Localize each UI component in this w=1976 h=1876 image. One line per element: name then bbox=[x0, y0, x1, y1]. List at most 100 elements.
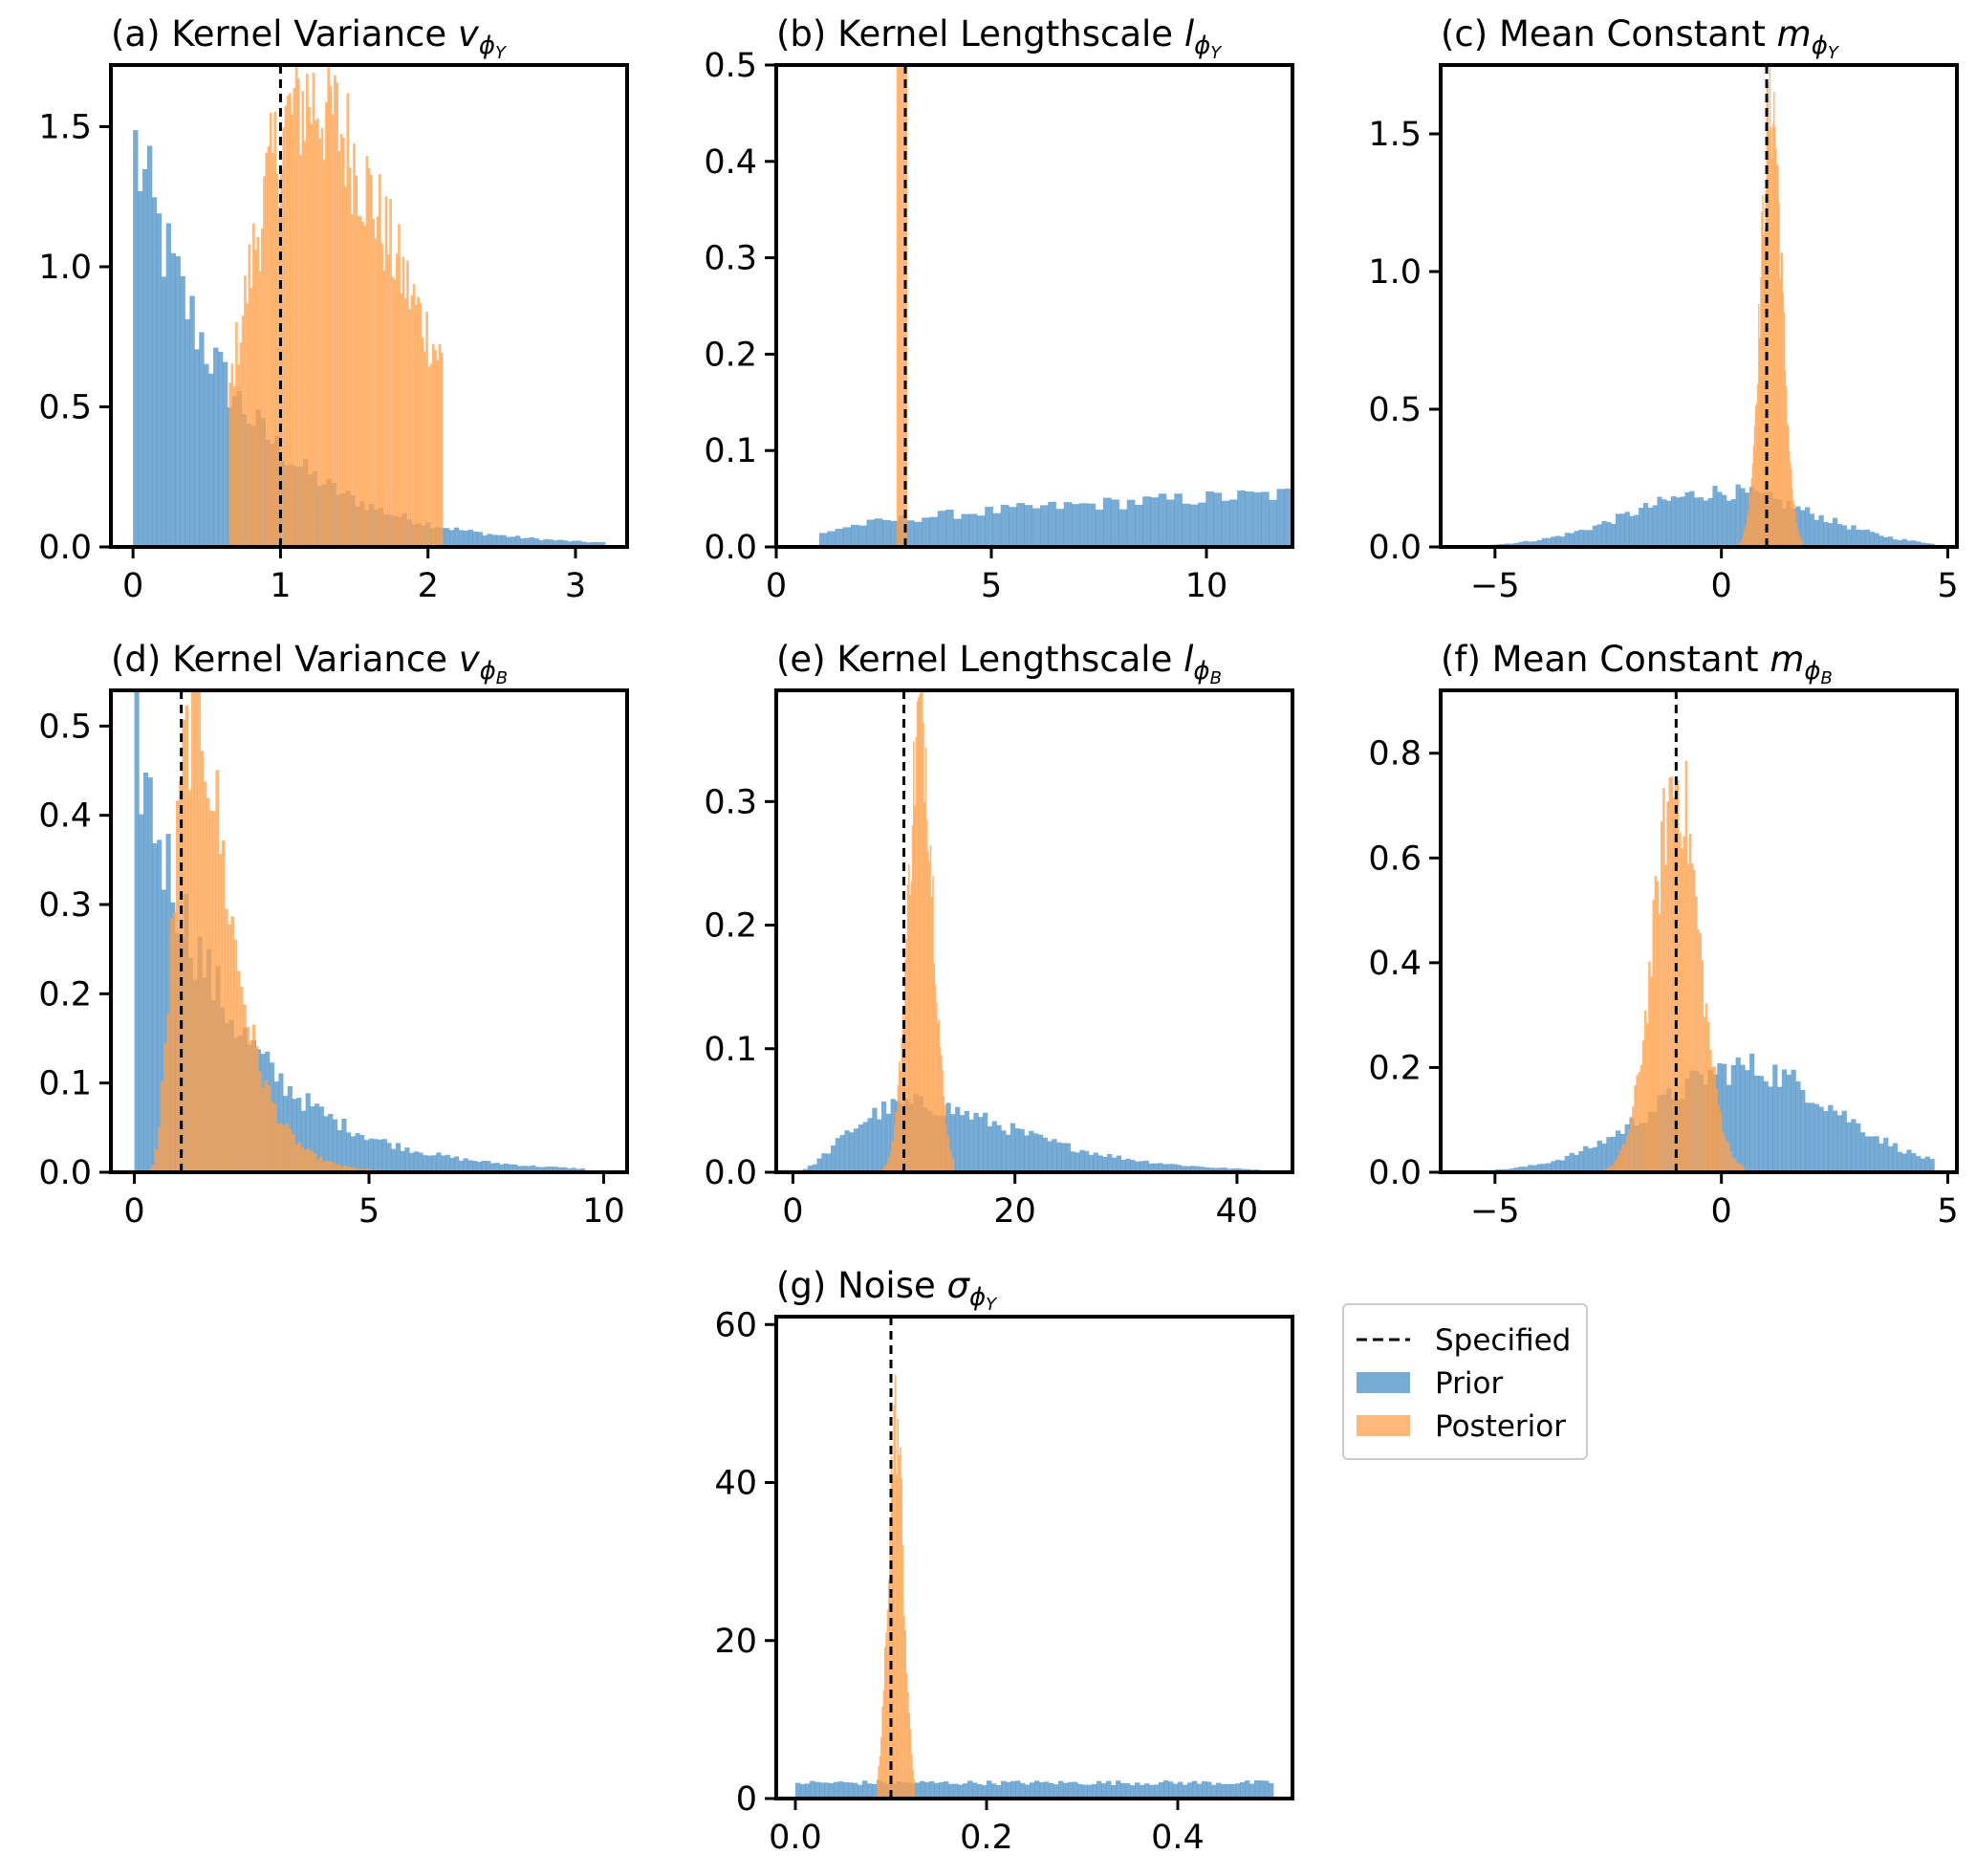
posterior-bar bbox=[187, 790, 192, 1172]
prior-bar bbox=[945, 509, 954, 547]
posterior-bar bbox=[307, 1148, 311, 1172]
title-subscript: ϕ bbox=[479, 32, 495, 60]
prior-bar bbox=[1144, 1783, 1150, 1799]
prior-bar bbox=[1920, 542, 1926, 547]
title-subsubscript: Y bbox=[1210, 43, 1223, 63]
posterior-bar bbox=[1662, 788, 1665, 1172]
posterior-bar bbox=[179, 780, 183, 1172]
prior-bar bbox=[944, 1781, 949, 1799]
posterior-bar bbox=[1758, 303, 1760, 547]
prior-bar bbox=[1846, 529, 1852, 547]
prior-bar bbox=[1264, 1780, 1270, 1799]
prior-bar bbox=[510, 536, 516, 547]
posterior-bar bbox=[929, 844, 932, 1172]
prior-bar bbox=[805, 1783, 811, 1799]
prior-bar bbox=[571, 1167, 576, 1172]
prior-bar bbox=[1189, 1166, 1196, 1172]
prior-bar bbox=[1531, 541, 1538, 547]
title-symbol: l bbox=[1184, 13, 1195, 55]
posterior-bar bbox=[1646, 1023, 1649, 1172]
posterior-bar bbox=[950, 1152, 952, 1172]
posterior-histogram-a bbox=[228, 65, 444, 548]
prior-bar bbox=[1555, 535, 1561, 547]
posterior-bar bbox=[331, 1162, 336, 1172]
posterior-bar bbox=[246, 1026, 250, 1172]
posterior-bar bbox=[1761, 211, 1763, 548]
prior-bar bbox=[1208, 1167, 1214, 1172]
title-subsubscript: B bbox=[1210, 668, 1222, 688]
posterior-bar bbox=[379, 174, 381, 547]
prior-bar bbox=[838, 1781, 844, 1799]
prior-bar bbox=[529, 536, 535, 547]
posterior-bar bbox=[182, 719, 185, 1172]
posterior-bar bbox=[1763, 235, 1765, 547]
posterior-bar bbox=[1770, 126, 1772, 548]
posterior-histogram-g bbox=[877, 1374, 916, 1799]
prior-bar bbox=[1596, 1140, 1602, 1172]
prior-bar bbox=[877, 1119, 882, 1172]
prior-bar bbox=[890, 520, 899, 547]
posterior-bar bbox=[244, 275, 247, 547]
posterior-bar bbox=[343, 1165, 348, 1172]
prior-bar bbox=[1911, 1153, 1917, 1172]
prior-bar bbox=[1079, 503, 1088, 547]
posterior-bar bbox=[328, 1161, 333, 1172]
prior-bar bbox=[1039, 1782, 1045, 1799]
posterior-bar bbox=[1729, 1150, 1732, 1172]
posterior-bar bbox=[243, 1004, 247, 1172]
posterior-bar bbox=[337, 151, 341, 548]
posterior-bar bbox=[1738, 542, 1741, 547]
posterior-bar bbox=[370, 174, 373, 547]
posterior-bar bbox=[933, 963, 936, 1172]
prior-bar bbox=[332, 1119, 338, 1172]
prior-bar bbox=[835, 529, 844, 547]
posterior-bar bbox=[951, 1157, 953, 1172]
posterior-bar bbox=[1611, 1165, 1615, 1172]
posterior-bar bbox=[314, 120, 317, 548]
title-subsubscript: Y bbox=[986, 1295, 998, 1315]
posterior-bar bbox=[1745, 525, 1747, 547]
posterior-bar bbox=[890, 1455, 893, 1799]
prior-bar bbox=[1707, 498, 1713, 547]
panel-b: 0 5 10 0.0 0.1 0.2 0.3 0.4 0.5 (b) Kernel Lengths… bbox=[704, 13, 1294, 605]
posterior-bar bbox=[292, 1134, 295, 1172]
prior-bar bbox=[1564, 1155, 1571, 1172]
prior-bar bbox=[499, 1164, 505, 1172]
prior-bar bbox=[1574, 1154, 1579, 1172]
prior-bar bbox=[1213, 492, 1223, 547]
panel-title: (g) Noise σϕY bbox=[776, 1265, 998, 1315]
prior-bar bbox=[924, 1781, 930, 1799]
prior-bar bbox=[858, 1784, 863, 1799]
prior-bar bbox=[337, 1130, 342, 1172]
prior-bar bbox=[953, 1783, 959, 1799]
prior-bar bbox=[848, 1782, 854, 1799]
prior-bar bbox=[489, 1163, 495, 1172]
posterior-bar bbox=[1793, 504, 1795, 547]
posterior-bar bbox=[412, 284, 416, 547]
posterior-bar bbox=[893, 1125, 896, 1172]
posterior-bar bbox=[402, 256, 405, 547]
prior-bar bbox=[914, 521, 923, 547]
x-tick-label: −5 bbox=[1470, 567, 1520, 605]
posterior-bar bbox=[249, 1040, 253, 1172]
prior-bar bbox=[849, 1132, 855, 1172]
posterior-bar bbox=[225, 908, 228, 1172]
prior-bar bbox=[814, 1781, 820, 1799]
posterior-bar bbox=[913, 1778, 916, 1799]
prior-bar bbox=[1596, 524, 1602, 547]
prior-bar bbox=[363, 1140, 370, 1172]
prior-bar bbox=[328, 1113, 334, 1172]
prior-bar bbox=[1888, 536, 1894, 547]
x-tick-label: 0.0 bbox=[769, 1819, 822, 1857]
prior-bar bbox=[1106, 1780, 1112, 1799]
posterior-bar bbox=[1739, 542, 1742, 547]
posterior-bar bbox=[892, 1141, 895, 1172]
posterior-bar bbox=[228, 382, 232, 547]
prior-bar bbox=[1037, 1134, 1044, 1172]
posterior-bar bbox=[901, 1478, 903, 1799]
posterior-bar bbox=[1799, 537, 1802, 547]
posterior-bar bbox=[273, 1103, 277, 1172]
prior-bar bbox=[1014, 1128, 1020, 1172]
title-prefix: (g) Noise bbox=[776, 1265, 947, 1306]
y-tick-label: 0.3 bbox=[38, 886, 92, 925]
